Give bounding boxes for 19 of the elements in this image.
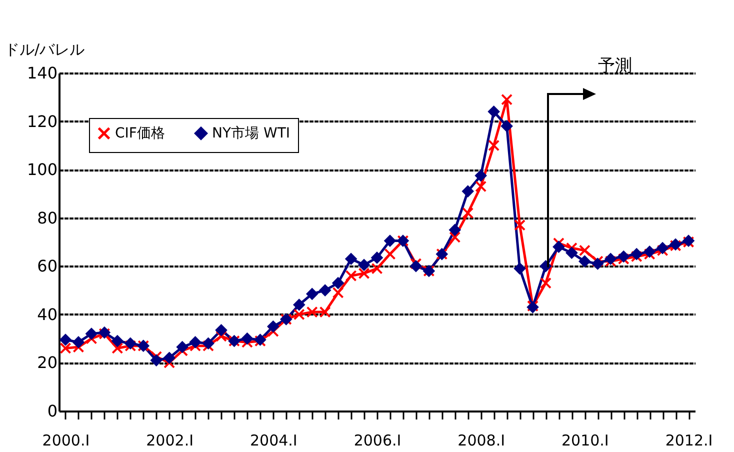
y-axis-title: ドル/バレル [4, 40, 85, 58]
x-tick-label: 2012.Ⅰ [665, 432, 713, 450]
y-tick-label: 140 [26, 64, 58, 82]
y-tick-label: 40 [37, 304, 58, 324]
x-tick-label: 2006.Ⅰ [354, 432, 402, 450]
y-tick-label: 80 [37, 208, 58, 228]
x-tick-label: 2010.Ⅰ [561, 432, 609, 450]
y-tick-label: 120 [26, 112, 58, 131]
legend-label: CIF価格 [115, 125, 165, 142]
y-tick-label: 100 [26, 160, 58, 180]
y-tick-label: 20 [37, 353, 58, 372]
legend-label: NY市場 WTI [212, 125, 290, 142]
y-tick-label: 60 [37, 256, 58, 276]
x-tick-label: 2004.Ⅰ [250, 432, 298, 450]
y-tick-label: 0 [47, 402, 58, 420]
x-tick-label: 2002.Ⅰ [146, 432, 194, 450]
x-tick-label: 2008.Ⅰ [458, 432, 506, 450]
annotation: 予測 [598, 55, 632, 78]
x-tick-label: 2000.Ⅰ [42, 432, 90, 450]
